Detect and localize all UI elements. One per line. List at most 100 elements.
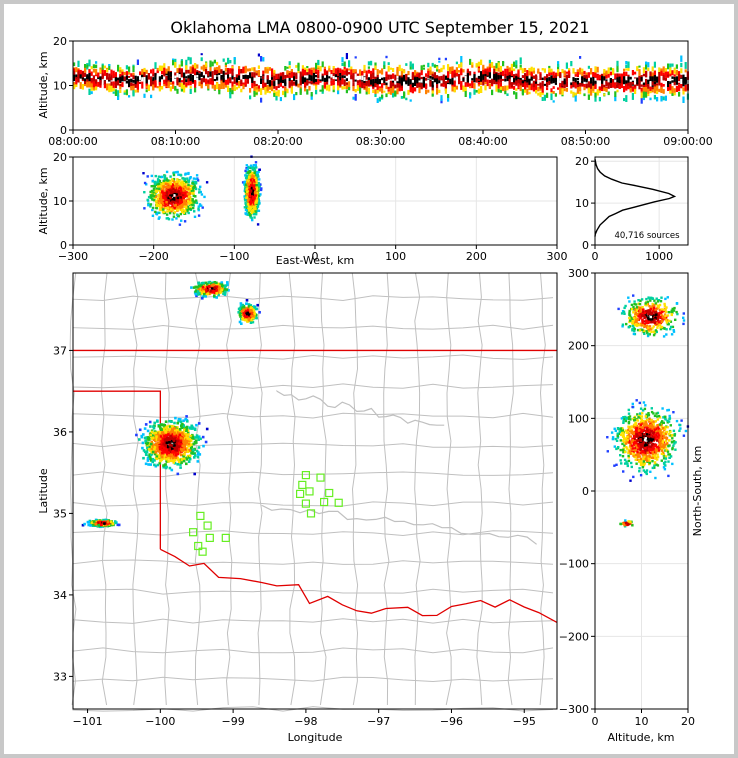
plan-view-source-cell: [142, 449, 146, 452]
time-height-source-cell: [398, 87, 401, 92]
plan-view-source-cell: [151, 436, 155, 440]
time-height-source-cell: [464, 82, 467, 87]
time-height-source-cell: [394, 74, 397, 81]
plan-view-source-cell: [181, 444, 185, 448]
time-height-source-cell: [297, 83, 300, 88]
plan-view-source-cell: [159, 439, 163, 442]
time-height-source-cell: [411, 82, 414, 88]
time-height-source-cell: [436, 88, 439, 95]
time-height-source-cell: [308, 77, 311, 81]
ew-height-source-cell: [200, 204, 203, 207]
time-height-source-cell: [572, 68, 575, 74]
ew-height-source-cell: [257, 194, 260, 197]
time-height-source-cell: [92, 64, 95, 69]
time-height-source-cell: [257, 85, 260, 89]
plan-view-source-cell: [164, 426, 168, 429]
time-height-source-cell: [165, 68, 168, 74]
time-height-source-cell: [669, 84, 672, 90]
time-height-source-cell: [198, 81, 201, 87]
ew-height-source-cell: [257, 189, 260, 192]
time-height-source-cell: [174, 73, 177, 79]
time-height-source-cell: [462, 85, 465, 92]
time-height-source-cell: [453, 77, 456, 83]
time-height-source-cell: [502, 87, 505, 90]
time-height-source-cell: [264, 76, 267, 83]
ew-height-source-cell: [153, 199, 156, 202]
time-height-source-cell: [139, 81, 142, 84]
ew-height-source-cell: [152, 188, 156, 192]
plan-view-source-cell: [159, 447, 163, 451]
time-height-source-cell: [565, 71, 568, 74]
ew-height-source-cell: [196, 179, 200, 182]
ew-height-source-cell: [180, 184, 184, 187]
ew-height-source-cell: [152, 195, 156, 198]
time-height-source-cell: [345, 89, 348, 94]
plan-view-source-cell: [172, 437, 175, 441]
time-height-source-cell: [251, 77, 254, 83]
time-height-source-cell: [169, 72, 172, 77]
time-height-source-cell: [194, 64, 197, 71]
plan-view-source-cell: [176, 456, 179, 460]
time-height-source-cell: [480, 71, 483, 78]
time-height-source-cell: [200, 66, 203, 70]
ew-height-source-cell: [252, 175, 255, 178]
plan-view-source-cell: [171, 448, 174, 451]
plan-view-source-cell: [180, 426, 184, 429]
time-height-source-cell: [429, 66, 432, 71]
time-height-source-cell: [279, 72, 282, 75]
plan-view-source-cell: [177, 460, 181, 464]
time-height-xtick-label: 08:20:00: [253, 135, 302, 148]
time-height-source-cell: [330, 80, 333, 84]
plan-view-source-cell: [175, 430, 179, 434]
time-height-source-cell: [587, 94, 590, 100]
time-height-source-cell: [330, 77, 333, 81]
ew-height-source-cell: [248, 209, 251, 212]
ew-height-source-cell: [245, 177, 248, 180]
ew-height-source-cell: [245, 167, 248, 170]
time-height-source-cell: [310, 70, 313, 76]
time-height-source-cell: [251, 76, 254, 80]
time-height-source-cell: [77, 71, 80, 78]
time-height-source-cell: [614, 79, 617, 83]
plan-view-source-cell: [170, 453, 174, 457]
plan-view-source-cell: [182, 459, 186, 463]
time-height-source-cell: [363, 64, 366, 72]
time-height-source-cell: [444, 57, 447, 61]
time-height-source-cell: [224, 79, 227, 85]
ew-height-source-cell: [197, 214, 201, 217]
time-height-source-cell: [323, 82, 326, 88]
time-height-source-cell: [172, 58, 175, 62]
time-height-source-cell: [334, 70, 337, 76]
ew-height-source-cell: [186, 181, 189, 184]
time-height-source-cell: [352, 96, 355, 100]
plan-view-source-cell: [187, 449, 190, 453]
time-height-source-cell: [493, 77, 496, 85]
time-height-source-cell: [554, 77, 557, 83]
time-height-source-cell: [658, 67, 661, 75]
ew-height-source-cell: [184, 199, 187, 202]
plan-view-source-cell: [141, 441, 145, 445]
time-height-source-cell: [317, 79, 320, 84]
time-height-source-cell: [405, 73, 408, 81]
time-height-source-cell: [348, 68, 351, 71]
time-height-source-cell: [112, 81, 115, 88]
time-height-source-cell: [383, 90, 386, 93]
time-height-source-cell: [638, 69, 641, 76]
time-height-source-cell: [108, 64, 111, 70]
ew-height-source-cell: [157, 193, 160, 197]
time-height-source-cell: [592, 81, 595, 86]
plan-view-source-cell: [150, 453, 153, 457]
time-height-source-cell: [614, 96, 617, 102]
time-height-source-cell: [447, 72, 450, 78]
time-height-source-cell: [123, 90, 126, 94]
time-height-source-cell: [651, 87, 654, 93]
time-height-source-cell: [84, 72, 87, 77]
plan-view-source-cell: [147, 436, 151, 439]
ew-height-source-cell: [147, 195, 151, 199]
time-height-source-cell: [352, 82, 355, 86]
time-height-source-cell: [627, 61, 630, 65]
time-height-source-cell: [394, 78, 397, 84]
time-height-source-cell: [442, 79, 445, 86]
time-height-source-cell: [682, 81, 685, 87]
time-height-source-cell: [251, 81, 254, 89]
